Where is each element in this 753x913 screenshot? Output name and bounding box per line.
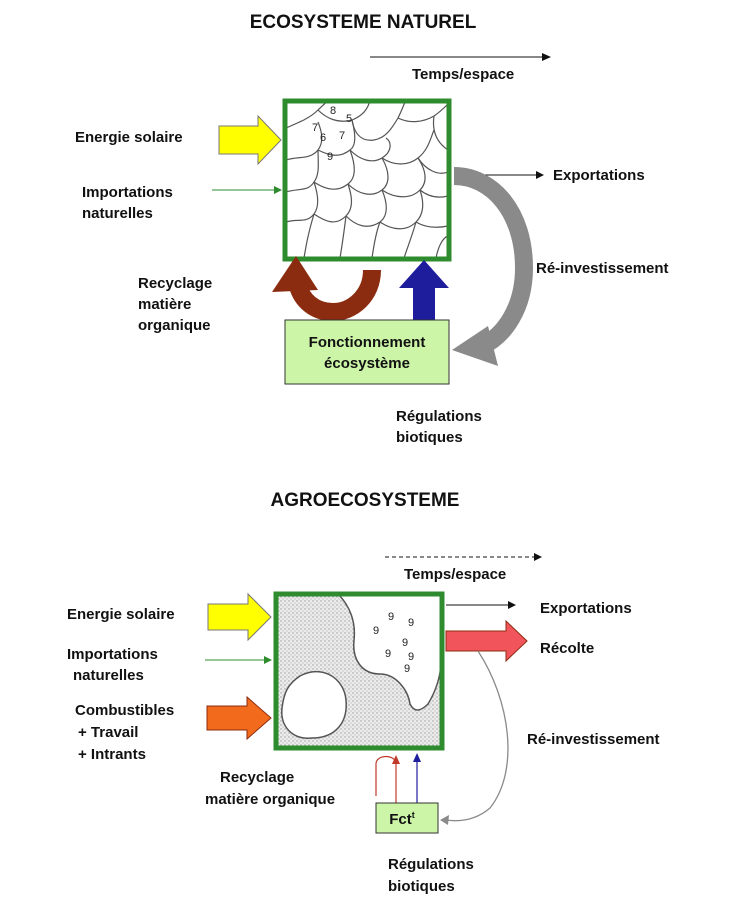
agro-regulations-label-2: biotiques (388, 878, 455, 895)
natural-regulation-arrow (399, 260, 449, 320)
natural-recycling-arrow (289, 269, 381, 322)
agro-ecosystem-box: 9 9 9 9 9 9 9 (273, 591, 445, 751)
agro-regulations-label-1: Régulations (388, 856, 474, 873)
natural-title: ECOSYSTEME NATUREL (250, 12, 477, 33)
natural-regulations-label-2: biotiques (396, 429, 463, 446)
agro-reinvest-arrow (445, 650, 509, 822)
agro-inputs-label-3: + Intrants (78, 746, 146, 763)
natural-function-label-1: Fonctionnement (309, 334, 426, 351)
agro-solar-label: Energie solaire (67, 606, 175, 623)
natural-species-number: 6 (320, 132, 326, 144)
agro-species-number: 9 (402, 637, 408, 649)
natural-exports-label: Exportations (553, 167, 645, 184)
natural-reinvest-arrowhead (452, 326, 498, 366)
natural-reinvest-arrow (453, 167, 534, 355)
natural-regulations-label-1: Régulations (396, 408, 482, 425)
agro-species-number: 9 (385, 648, 391, 660)
natural-recycling-label-3: organique (138, 317, 211, 334)
agro-imports-arrow (205, 656, 272, 664)
natural-solar-label: Energie solaire (75, 129, 183, 146)
agro-time-arrow (385, 553, 542, 561)
agro-recycling-arrowhead (392, 755, 400, 764)
natural-species-number: 7 (312, 122, 318, 134)
natural-recycling-arrowhead (272, 256, 318, 292)
natural-species-number: 9 (327, 151, 333, 163)
natural-imports-arrow (212, 186, 282, 194)
natural-species-number: 7 (339, 130, 345, 142)
agro-species-number: 9 (408, 617, 414, 629)
agro-inputs-label-2: + Travail (78, 724, 138, 741)
agro-function-superscript: t (412, 810, 415, 820)
agro-harvest-arrow (445, 619, 528, 663)
natural-imports-label-2: naturelles (82, 205, 153, 222)
agro-inputs-arrow (206, 695, 272, 741)
agro-reinvest-label: Ré-investissement (527, 731, 660, 748)
agro-time-label: Temps/espace (404, 566, 506, 583)
natural-species-number: 5 (346, 113, 352, 125)
natural-function-box (284, 319, 450, 385)
natural-recycling-label-1: Recyclage (138, 275, 212, 292)
agro-recycling-label-2: matière organique (205, 791, 335, 808)
natural-species-number: 8 (330, 105, 336, 117)
agro-function-label: Fctt (389, 810, 415, 828)
agro-species-number: 9 (408, 651, 414, 663)
agro-solar-arrow (207, 592, 272, 642)
agro-exports-label: Exportations (540, 600, 632, 617)
agro-function-box (375, 802, 439, 834)
agro-species-number: 9 (388, 611, 394, 623)
agro-recycling-label-1: Recyclage (220, 769, 294, 786)
natural-function-label-2: écosystème (324, 355, 410, 372)
agro-harvest-label: Récolte (540, 640, 594, 657)
natural-imports-label-1: Importations (82, 184, 173, 201)
natural-time-label: Temps/espace (412, 66, 514, 83)
agro-inputs-label-1: Combustibles (75, 702, 174, 719)
natural-recycling-label-2: matière (138, 296, 191, 313)
natural-reinvest-label: Ré-investissement (536, 260, 669, 277)
agro-title: AGROECOSYSTEME (271, 490, 460, 511)
agro-species-number: 9 (404, 663, 410, 675)
agro-species-number: 9 (373, 625, 379, 637)
agro-imports-label-1: Importations (67, 646, 158, 663)
agro-exports-arrow (446, 601, 516, 609)
agro-imports-label-2: naturelles (73, 667, 144, 684)
natural-time-arrow (370, 53, 551, 61)
agro-regulation-arrowhead (413, 753, 421, 762)
agro-reinvest-arrowhead (440, 815, 449, 825)
natural-ecosystem-box: 8 5 7 6 7 9 (282, 98, 452, 262)
natural-solar-arrow (218, 114, 282, 166)
